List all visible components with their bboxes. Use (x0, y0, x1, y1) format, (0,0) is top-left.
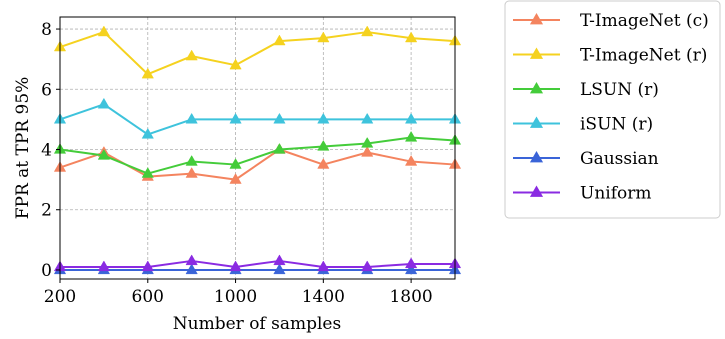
x-axis-label: Number of samples (173, 314, 341, 334)
series-line (59, 31, 456, 76)
legend-swatch-marker (529, 47, 544, 59)
legend: T-ImageNet (c) T-ImageNet (r) LSUN (r) iSUN… (504, 0, 721, 219)
series-3 (53, 97, 462, 139)
data-point (229, 58, 242, 70)
series-line (59, 136, 456, 175)
data-point (141, 260, 154, 272)
data-point (404, 130, 418, 142)
data-point (141, 127, 154, 139)
data-point (361, 260, 374, 272)
legend-swatch-marker (529, 116, 544, 128)
data-point (185, 263, 198, 275)
data-point (185, 254, 198, 266)
data-point (361, 146, 374, 157)
legend-label: iSUN (r) (580, 115, 653, 135)
series-2 (53, 130, 462, 178)
data-point (273, 34, 286, 46)
data-point (141, 67, 154, 79)
data-point (404, 263, 418, 275)
legend-item: T-ImageNet (c) (513, 11, 709, 31)
x-tick-label: 1400 (302, 287, 345, 307)
data-point (97, 97, 111, 109)
grid (59, 17, 455, 279)
y-tick-label: 6 (41, 80, 52, 100)
x-tick-label: 200 (44, 287, 76, 307)
data-point (317, 260, 330, 272)
series-line (59, 103, 455, 136)
data-point (404, 31, 418, 43)
data-point (185, 155, 198, 166)
y-tick-label: 2 (41, 201, 52, 221)
data-point (404, 155, 418, 166)
data-point (273, 112, 286, 124)
data-point (273, 143, 286, 154)
series-line (60, 259, 455, 268)
series-1 (53, 25, 462, 79)
legend-item: Gaussian (513, 149, 659, 169)
axis-ticks: 200 600 1000 1400 1800 0 2 4 6 8 (41, 20, 433, 307)
data-point (404, 112, 418, 124)
x-tick-label: 600 (132, 287, 164, 307)
data-point (185, 112, 198, 124)
data-point (229, 158, 242, 169)
legend-label: T-ImageNet (r) (580, 46, 707, 66)
data-point (317, 112, 330, 124)
x-tick-label: 1000 (214, 287, 257, 307)
legend-item: T-ImageNet (r) (513, 46, 707, 66)
series-line (59, 148, 456, 181)
y-axis-label: FPR at TPR 95% (13, 77, 33, 220)
legend-label: Gaussian (580, 149, 659, 169)
data-point (185, 49, 198, 61)
y-tick-label: 8 (41, 20, 52, 40)
data-point (229, 173, 242, 184)
legend-swatch-marker (529, 12, 544, 25)
y-tick-label: 0 (41, 261, 52, 281)
data-point (97, 25, 111, 37)
data-point (361, 25, 374, 37)
series-layer (53, 25, 462, 275)
legend-item: iSUN (r) (513, 115, 653, 135)
data-point (361, 112, 374, 124)
data-point (273, 254, 286, 266)
x-tick-label: 1800 (389, 287, 432, 307)
data-point (317, 158, 330, 169)
legend-label: LSUN (r) (580, 80, 659, 100)
data-point (361, 136, 374, 148)
legend-label: Uniform (580, 184, 652, 204)
data-point (317, 139, 330, 151)
legend-swatch-marker (529, 150, 544, 163)
data-point (141, 167, 154, 178)
data-point (185, 167, 198, 178)
data-point (97, 149, 111, 160)
data-point (273, 263, 286, 275)
series-5 (53, 254, 462, 272)
legend-swatch-marker (529, 185, 544, 197)
data-point (229, 260, 242, 272)
legend-swatch-marker (529, 81, 544, 94)
legend-item: LSUN (r) (513, 80, 659, 100)
legend-label: T-ImageNet (c) (580, 11, 709, 31)
plot-frame (59, 16, 456, 280)
legend-item: Uniform (513, 184, 652, 204)
data-point (229, 112, 242, 124)
data-point (97, 260, 111, 272)
data-point (404, 257, 418, 269)
data-point (317, 31, 330, 43)
y-tick-label: 4 (41, 141, 52, 161)
